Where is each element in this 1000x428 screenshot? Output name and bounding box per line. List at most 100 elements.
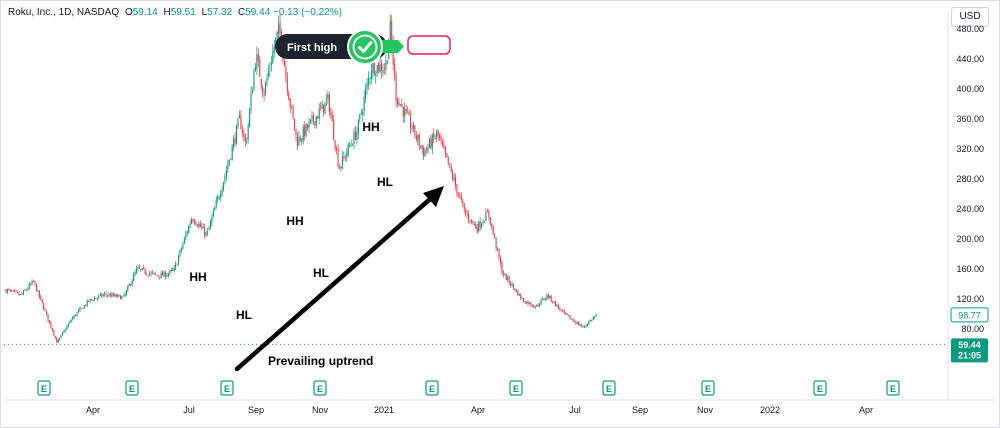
candle-body [191, 218, 193, 224]
earnings-marker[interactable]: E [313, 380, 327, 396]
candle-body [530, 302, 532, 306]
candle-body [540, 300, 542, 305]
earnings-marker[interactable]: E [509, 380, 523, 396]
candle-body [305, 123, 307, 136]
candle-body [64, 329, 66, 331]
candle-body [114, 294, 116, 297]
candle-body [222, 182, 225, 190]
earnings-letter: E [513, 384, 519, 394]
earnings-marker[interactable]: E [220, 380, 234, 396]
candle-body [372, 62, 374, 74]
candle-body [311, 115, 313, 119]
earnings-badge [701, 380, 715, 396]
currency-button[interactable]: USD [951, 7, 989, 27]
candle-body [333, 120, 335, 140]
candle-body [72, 317, 74, 320]
candle-body [382, 70, 384, 74]
candle-body [330, 111, 332, 116]
candle-body [486, 211, 488, 213]
candle-body [48, 320, 51, 323]
candle-body [121, 296, 123, 299]
candle-body [67, 323, 69, 327]
candle-body [270, 63, 272, 66]
candle-body [447, 156, 449, 165]
current-price-tag [950, 307, 989, 323]
candle-body [244, 134, 246, 142]
candle-body [6, 289, 8, 293]
earnings-badge [813, 380, 827, 396]
earnings-marker[interactable]: E [37, 380, 51, 396]
candle-body [562, 309, 564, 311]
time-axis[interactable]: Apr Jul Sep Nov 2021 Apr Jul Sep Nov 2022 Apr [86, 405, 873, 415]
candle-body [149, 273, 151, 275]
candle-body [298, 136, 300, 146]
candle-body [495, 238, 497, 249]
time-tick-label: Sep [632, 405, 648, 415]
candle-body [501, 262, 503, 274]
earnings-badge [313, 380, 327, 396]
candle-body [402, 106, 404, 117]
candle-body [321, 102, 323, 109]
candle-body [292, 107, 294, 118]
candle-body [588, 321, 590, 325]
candle-body [138, 266, 140, 269]
candle-body [285, 66, 287, 77]
symbol-title[interactable]: Roku, Inc., 1D, NASDAQ [8, 7, 120, 18]
candle-body [468, 213, 470, 220]
candle-body [183, 237, 185, 244]
earnings-marker[interactable]: E [125, 380, 139, 396]
candle-body [344, 156, 346, 158]
earnings-marker[interactable]: E [701, 380, 715, 396]
earnings-marker[interactable]: E [602, 380, 616, 396]
earnings-letter: E [41, 384, 47, 394]
candle-body [415, 136, 417, 139]
earnings-marker[interactable]: E [425, 380, 439, 396]
candle-body [108, 294, 110, 296]
candle-body [488, 211, 490, 217]
candle-body [460, 195, 462, 200]
candle-body [77, 310, 80, 312]
candle-body [331, 115, 333, 122]
candle-body [383, 68, 385, 70]
candle-body [417, 135, 419, 141]
candle-body [546, 294, 548, 299]
check-badge-inner [354, 36, 376, 58]
open-label: O [124, 7, 133, 18]
candle-body [93, 298, 95, 301]
earnings-marker[interactable]: E [813, 380, 827, 396]
candle-body [586, 324, 588, 326]
candle-body [334, 140, 336, 149]
candle-body [301, 138, 303, 142]
candle-body [324, 102, 326, 114]
candle-body [106, 295, 109, 297]
candle-body [405, 109, 407, 112]
price-axis[interactable]: 480.00 440.00 400.00 360.00 320.00 280.00 240.… [956, 24, 984, 334]
candle-body [131, 280, 133, 286]
candle-body [441, 141, 443, 146]
candle-body [466, 214, 468, 216]
candle-body [104, 293, 106, 295]
candle-body [14, 290, 16, 292]
candle-body [83, 305, 85, 309]
close-value: 59.44 [245, 7, 271, 18]
candle-body [327, 94, 329, 100]
candle-body [531, 305, 533, 307]
candle-body [552, 301, 554, 303]
candle-body [127, 286, 129, 291]
time-tick-label: Sep [248, 405, 264, 415]
candle-body [565, 313, 567, 315]
candle-body [312, 114, 314, 122]
first-high-label: First high [287, 42, 337, 54]
candle-body [54, 335, 56, 338]
candle-body [162, 272, 164, 276]
candle-body [570, 319, 573, 320]
candle-body [511, 284, 513, 286]
candle-body [175, 263, 177, 268]
earnings-marker[interactable]: E [886, 380, 900, 396]
candle-body [410, 115, 412, 129]
candle-body [412, 124, 414, 129]
candle-body [233, 139, 235, 147]
candle-body [357, 119, 359, 134]
